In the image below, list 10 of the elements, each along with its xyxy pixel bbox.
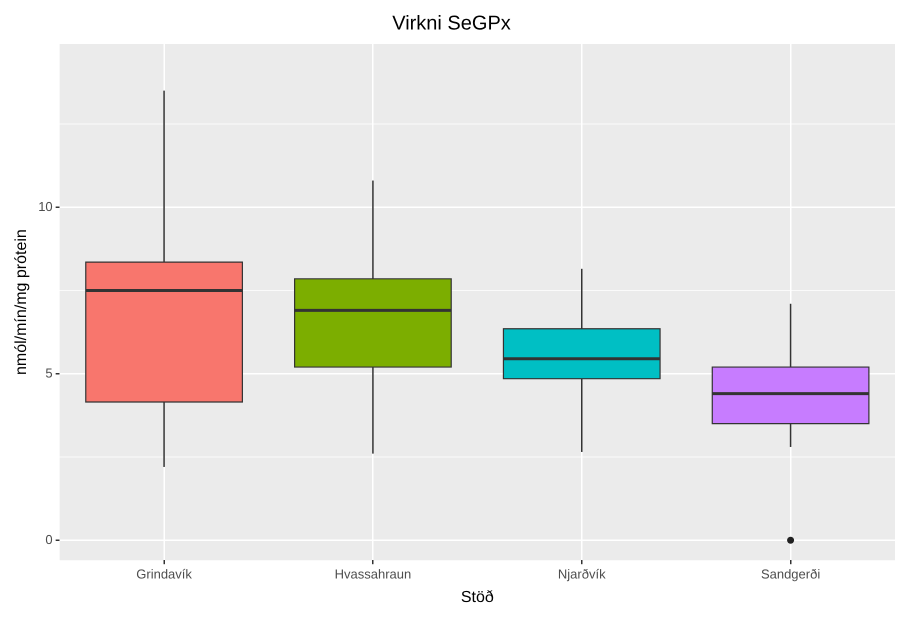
y-tick-label: 10 <box>38 198 53 214</box>
y-tick-label: 5 <box>45 365 53 380</box>
x-tick-label: Hvassahraun <box>334 566 412 582</box>
x-tick-label: Sandgerði <box>760 566 820 582</box>
x-tick-label: Njarðvík <box>558 566 606 582</box>
y-axis-title: nmól/mín/mg prótein <box>13 229 30 376</box>
y-tick-label: 0 <box>45 532 53 547</box>
x-axis-title: Stöð <box>460 588 494 606</box>
x-tick-label: Grindavík <box>136 566 192 582</box>
chart-title: Virkni SeGPx <box>392 12 511 35</box>
